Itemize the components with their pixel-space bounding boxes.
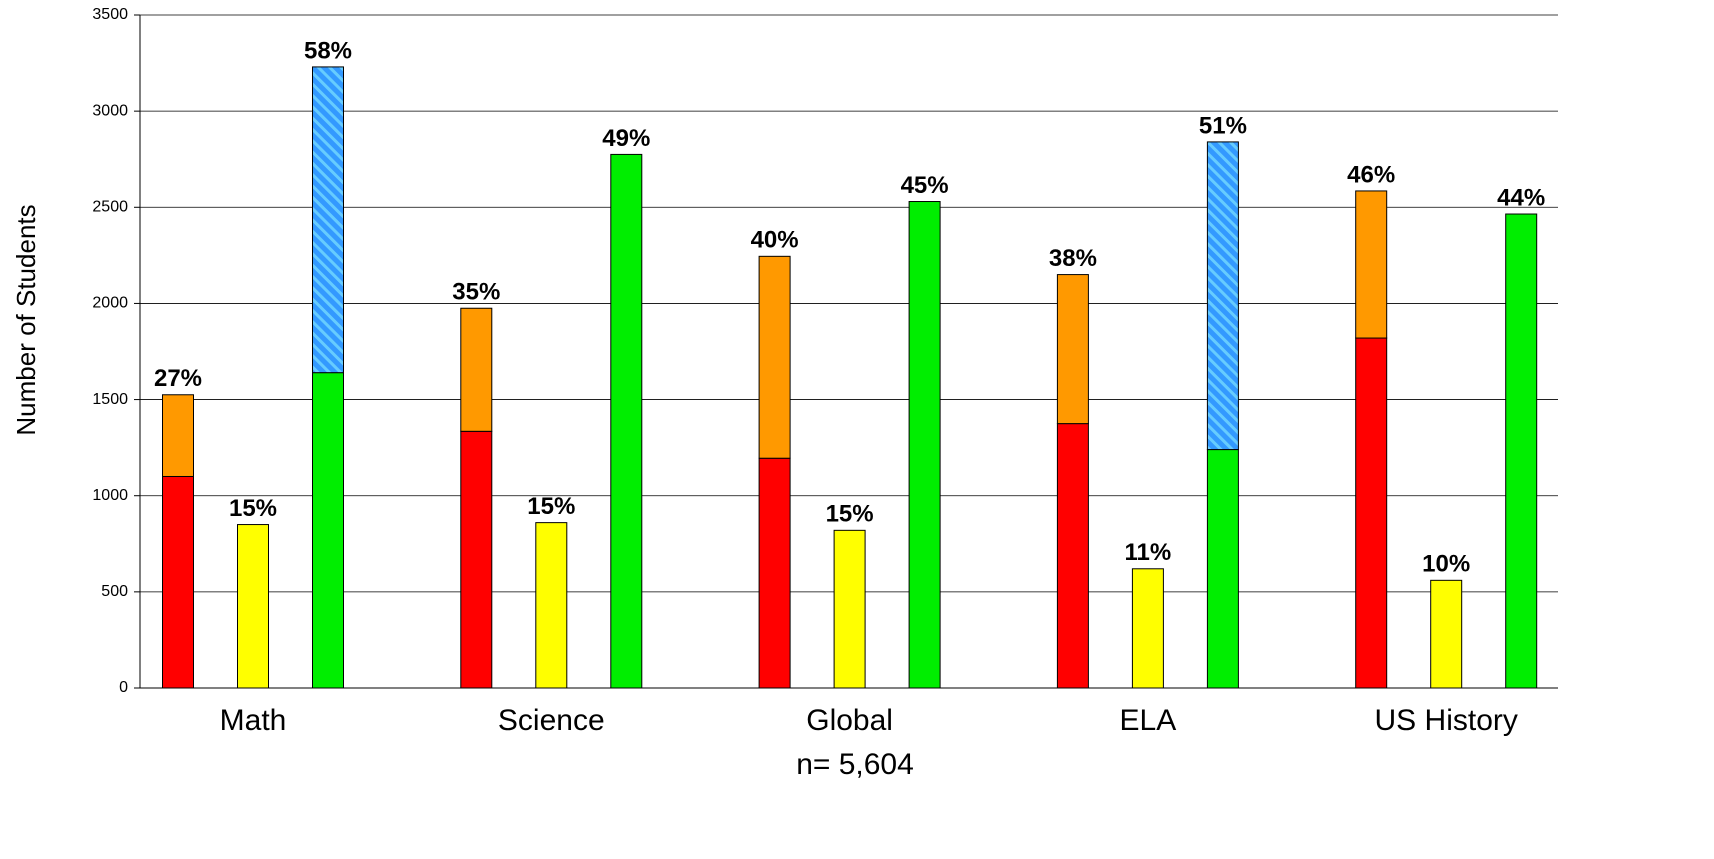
x-tick-label: Science <box>498 704 605 737</box>
data-label: 15% <box>826 501 874 528</box>
data-label: 40% <box>751 227 799 254</box>
y-tick-label: 500 <box>101 583 128 600</box>
y-tick-label: 1500 <box>92 391 128 408</box>
bar <box>758 457 791 689</box>
bar <box>833 529 866 689</box>
bar <box>1505 213 1538 689</box>
bar <box>908 201 941 689</box>
bar <box>1056 274 1089 425</box>
bar <box>535 522 568 689</box>
y-tick-label: 2500 <box>92 199 128 216</box>
data-label: 45% <box>901 172 949 199</box>
bar <box>1355 190 1388 339</box>
bar <box>460 307 493 432</box>
x-tick-label: Global <box>806 704 893 737</box>
x-tick-label: US History <box>1375 704 1518 737</box>
data-label: 27% <box>154 365 202 392</box>
bar <box>312 372 344 689</box>
bar <box>237 524 269 689</box>
data-label: 49% <box>602 125 650 152</box>
bar <box>162 394 194 477</box>
y-tick-label: 1000 <box>92 487 128 504</box>
data-label: 35% <box>452 279 500 306</box>
data-label: 44% <box>1497 184 1545 211</box>
bar <box>1056 423 1089 689</box>
bar <box>1430 579 1463 689</box>
data-label: 11% <box>1125 539 1172 566</box>
bar <box>610 153 643 689</box>
y-tick-label: 0 <box>119 679 128 696</box>
bar <box>1131 568 1164 689</box>
x-axis-title: n= 5,604 <box>796 748 914 781</box>
data-label: 15% <box>527 493 575 520</box>
bar <box>162 475 194 689</box>
bar <box>758 255 791 459</box>
bar <box>1206 141 1239 451</box>
bar <box>312 66 344 374</box>
y-tick-label: 2000 <box>92 295 128 312</box>
bar <box>460 430 493 689</box>
data-label: 58% <box>304 37 352 64</box>
y-tick-label: 3000 <box>92 102 128 119</box>
y-tick-label: 3500 <box>92 6 128 23</box>
data-label: 38% <box>1049 245 1097 272</box>
data-label: 15% <box>229 495 277 522</box>
y-axis-title: Number of Students <box>11 204 41 435</box>
data-label: 51% <box>1199 112 1247 139</box>
x-tick-label: ELA <box>1120 704 1177 737</box>
bar <box>1355 337 1388 689</box>
data-label: 46% <box>1347 161 1395 188</box>
data-label: 10% <box>1422 551 1470 578</box>
x-tick-label: Math <box>220 704 287 737</box>
bar <box>1206 449 1239 689</box>
